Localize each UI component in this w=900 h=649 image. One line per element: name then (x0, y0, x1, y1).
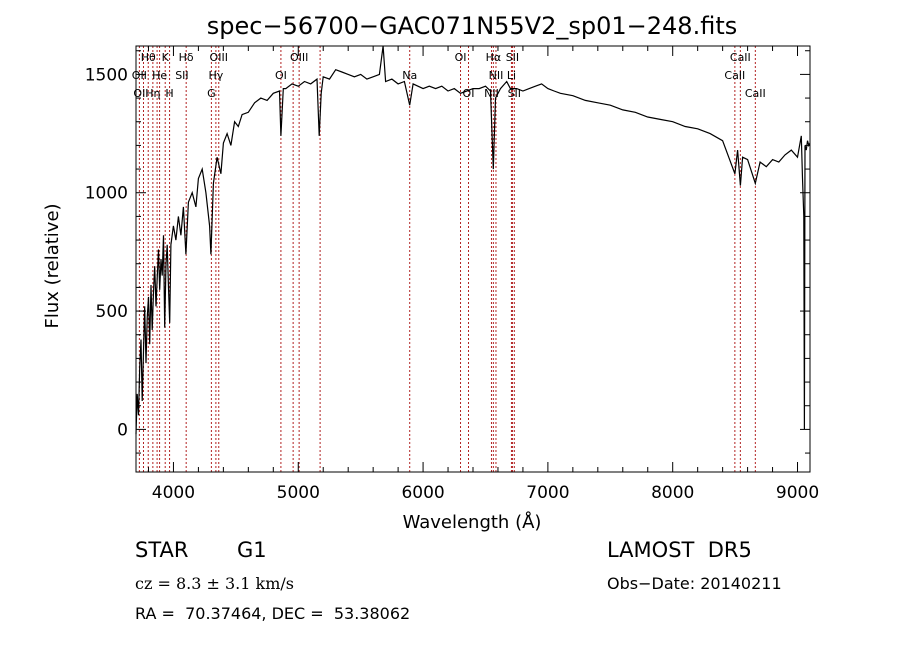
x-axis-label: Wavelength (Å) (403, 511, 542, 533)
line-label-22: Li (507, 69, 516, 82)
coordinates: RA = 70.37464, DEC = 53.38062 (135, 604, 411, 623)
x-tick-label-6000: 6000 (401, 483, 444, 503)
y-tick-label-1500: 1500 (85, 65, 128, 85)
line-label-8: Hδ (179, 51, 194, 64)
extra-line-label-5: OI (275, 69, 287, 82)
x-tick-label-7000: 7000 (526, 483, 569, 503)
spectrum-line (135, 45, 811, 435)
spectrum-series (135, 45, 811, 435)
x-tick-label-9000: 9000 (776, 483, 819, 503)
chart-title: spec−56700−GAC071N55V2_sp01−248.fits (207, 12, 737, 40)
extra-line-label-7: SII (508, 87, 521, 100)
extra-line-label-3: OI (133, 87, 145, 100)
line-label-26: CaII (730, 51, 751, 64)
survey-name: LAMOST DR5 (607, 538, 752, 562)
line-label-9: G (207, 87, 216, 100)
x-tick-label-8000: 8000 (651, 483, 694, 503)
line-label-14: OIII (290, 51, 308, 64)
axes: 4000 5000 6000 7000 8000 9000 0 500 1000 1500 (85, 45, 819, 503)
line-label-10: Hγ (208, 69, 223, 82)
line-label-18: OI (463, 87, 475, 100)
plot-frame (135, 45, 811, 473)
line-label-16: Na (402, 69, 417, 82)
spectral-line-markers (138, 46, 756, 472)
line-label-23: SII (506, 51, 519, 64)
object-subclass: G1 (237, 538, 267, 562)
line-label-6: K (162, 51, 170, 64)
x-tick-label-5000: 5000 (277, 483, 320, 503)
x-tick-label-4000: 4000 (152, 483, 195, 503)
line-label-7: H (165, 87, 173, 100)
line-label-11: OIII (210, 51, 228, 64)
line-label-17: OI (455, 51, 467, 64)
extra-line-label-6: NII (484, 87, 499, 100)
observation-date: Obs−Date: 20140211 (607, 574, 782, 593)
extra-line-label-0: Hθ (141, 51, 156, 64)
extra-line-label-2: SII (175, 69, 188, 82)
line-label-27: CaII (745, 87, 766, 100)
line-label-21: NII (489, 69, 504, 82)
extra-line-label-1: He (152, 69, 167, 82)
redshift-velocity: cz = 8.3 ± 3.1 km/s (135, 574, 294, 593)
line-label-25: CaII (724, 69, 745, 82)
y-axis-label: Flux (relative) (42, 203, 63, 328)
line-label-0: OII (132, 69, 147, 82)
extra-line-label-4: Hη (145, 87, 160, 100)
y-tick-label-500: 500 (96, 302, 128, 322)
y-tick-label-1000: 1000 (85, 184, 128, 204)
y-tick-label-0: 0 (117, 420, 128, 440)
line-label-20: Hα (486, 51, 502, 64)
object-class: STAR (135, 538, 189, 562)
